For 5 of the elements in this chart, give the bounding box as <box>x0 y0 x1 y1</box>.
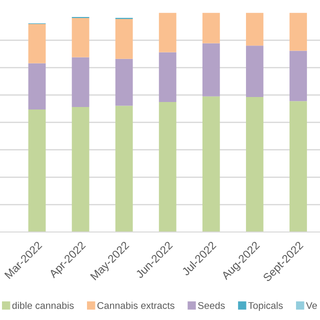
legend-label: dible cannabis <box>12 302 74 309</box>
legend-label: Ve <box>306 302 317 309</box>
legend-label: Topicals <box>248 302 283 311</box>
legend-label: Cannabis extracts <box>97 302 174 309</box>
legend-label: Seeds <box>198 302 225 309</box>
